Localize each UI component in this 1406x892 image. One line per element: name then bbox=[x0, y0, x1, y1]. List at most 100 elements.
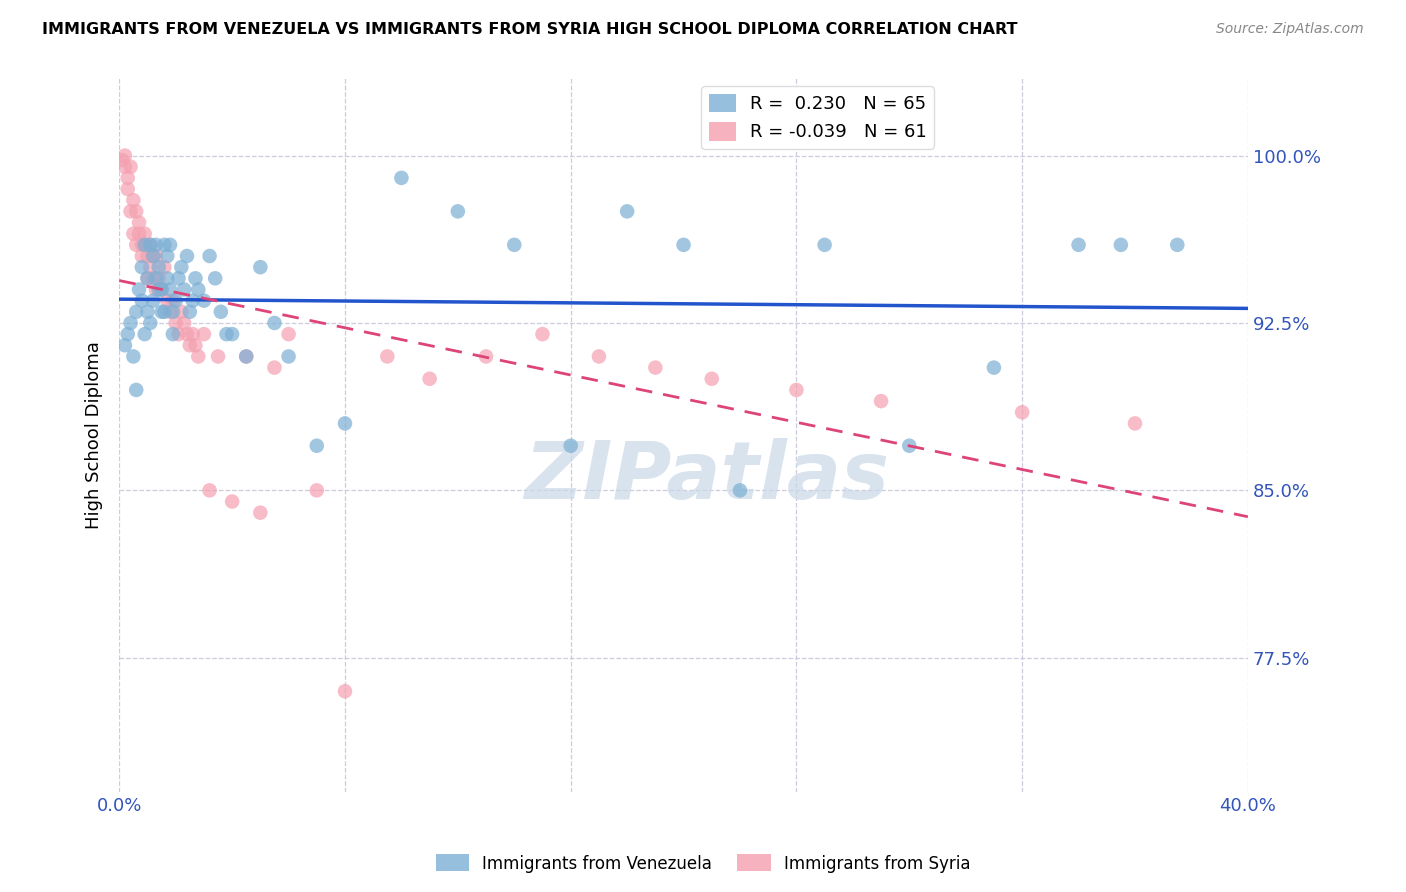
Point bbox=[128, 227, 150, 241]
Point bbox=[134, 327, 156, 342]
Point bbox=[181, 293, 204, 308]
Point bbox=[700, 372, 723, 386]
Point bbox=[159, 305, 181, 319]
Point bbox=[139, 237, 162, 252]
Point bbox=[249, 506, 271, 520]
Point bbox=[672, 237, 695, 252]
Point bbox=[165, 293, 187, 308]
Point bbox=[588, 350, 610, 364]
Point bbox=[263, 316, 285, 330]
Point bbox=[117, 327, 139, 342]
Point bbox=[128, 215, 150, 229]
Point bbox=[728, 483, 751, 498]
Point bbox=[122, 193, 145, 207]
Point bbox=[142, 271, 165, 285]
Point bbox=[150, 283, 173, 297]
Point bbox=[305, 439, 328, 453]
Point bbox=[1109, 237, 1132, 252]
Point bbox=[125, 204, 148, 219]
Point bbox=[179, 305, 201, 319]
Point bbox=[162, 305, 184, 319]
Point bbox=[150, 283, 173, 297]
Point bbox=[131, 237, 153, 252]
Point bbox=[204, 271, 226, 285]
Point bbox=[148, 271, 170, 285]
Point bbox=[179, 338, 201, 352]
Point bbox=[1123, 417, 1146, 431]
Point bbox=[125, 237, 148, 252]
Point bbox=[131, 249, 153, 263]
Point bbox=[156, 249, 179, 263]
Point bbox=[125, 305, 148, 319]
Point bbox=[198, 483, 221, 498]
Point bbox=[134, 237, 156, 252]
Point bbox=[139, 237, 162, 252]
Point bbox=[870, 394, 893, 409]
Point bbox=[176, 249, 198, 263]
Point bbox=[249, 260, 271, 275]
Point bbox=[153, 305, 176, 319]
Point bbox=[139, 316, 162, 330]
Point bbox=[221, 494, 243, 508]
Point bbox=[162, 327, 184, 342]
Point bbox=[1166, 237, 1188, 252]
Point bbox=[122, 227, 145, 241]
Point bbox=[221, 327, 243, 342]
Point bbox=[159, 283, 181, 297]
Point bbox=[503, 237, 526, 252]
Point bbox=[145, 249, 167, 263]
Point bbox=[131, 260, 153, 275]
Point bbox=[814, 237, 837, 252]
Text: IMMIGRANTS FROM VENEZUELA VS IMMIGRANTS FROM SYRIA HIGH SCHOOL DIPLOMA CORRELATI: IMMIGRANTS FROM VENEZUELA VS IMMIGRANTS … bbox=[42, 22, 1018, 37]
Point bbox=[142, 293, 165, 308]
Point bbox=[173, 283, 195, 297]
Point bbox=[136, 249, 159, 263]
Point bbox=[277, 350, 299, 364]
Point bbox=[142, 249, 165, 263]
Point bbox=[114, 148, 136, 162]
Point bbox=[120, 204, 142, 219]
Point bbox=[167, 327, 190, 342]
Point bbox=[122, 350, 145, 364]
Point bbox=[193, 293, 215, 308]
Point bbox=[616, 204, 638, 219]
Point bbox=[305, 483, 328, 498]
Point bbox=[419, 372, 441, 386]
Point bbox=[148, 283, 170, 297]
Point bbox=[235, 350, 257, 364]
Point bbox=[134, 237, 156, 252]
Point bbox=[117, 182, 139, 196]
Legend: Immigrants from Venezuela, Immigrants from Syria: Immigrants from Venezuela, Immigrants fr… bbox=[429, 847, 977, 880]
Point bbox=[391, 170, 413, 185]
Point bbox=[145, 271, 167, 285]
Text: ZIPatlas: ZIPatlas bbox=[523, 439, 889, 516]
Point bbox=[375, 350, 398, 364]
Point bbox=[114, 160, 136, 174]
Point bbox=[114, 338, 136, 352]
Point bbox=[198, 249, 221, 263]
Point bbox=[150, 305, 173, 319]
Point bbox=[139, 260, 162, 275]
Point bbox=[277, 327, 299, 342]
Y-axis label: High School Diploma: High School Diploma bbox=[86, 341, 103, 528]
Point bbox=[128, 283, 150, 297]
Point bbox=[187, 350, 209, 364]
Point bbox=[159, 237, 181, 252]
Point bbox=[120, 160, 142, 174]
Point bbox=[136, 271, 159, 285]
Point bbox=[136, 271, 159, 285]
Point bbox=[131, 293, 153, 308]
Point bbox=[170, 260, 193, 275]
Point bbox=[333, 684, 356, 698]
Point bbox=[1011, 405, 1033, 419]
Point bbox=[1067, 237, 1090, 252]
Point bbox=[111, 153, 134, 167]
Point bbox=[136, 305, 159, 319]
Point bbox=[145, 237, 167, 252]
Point bbox=[145, 283, 167, 297]
Point bbox=[167, 271, 190, 285]
Point bbox=[644, 360, 666, 375]
Point bbox=[209, 305, 232, 319]
Legend: R =  0.230   N = 65, R = -0.039   N = 61: R = 0.230 N = 65, R = -0.039 N = 61 bbox=[702, 87, 934, 149]
Point bbox=[184, 271, 207, 285]
